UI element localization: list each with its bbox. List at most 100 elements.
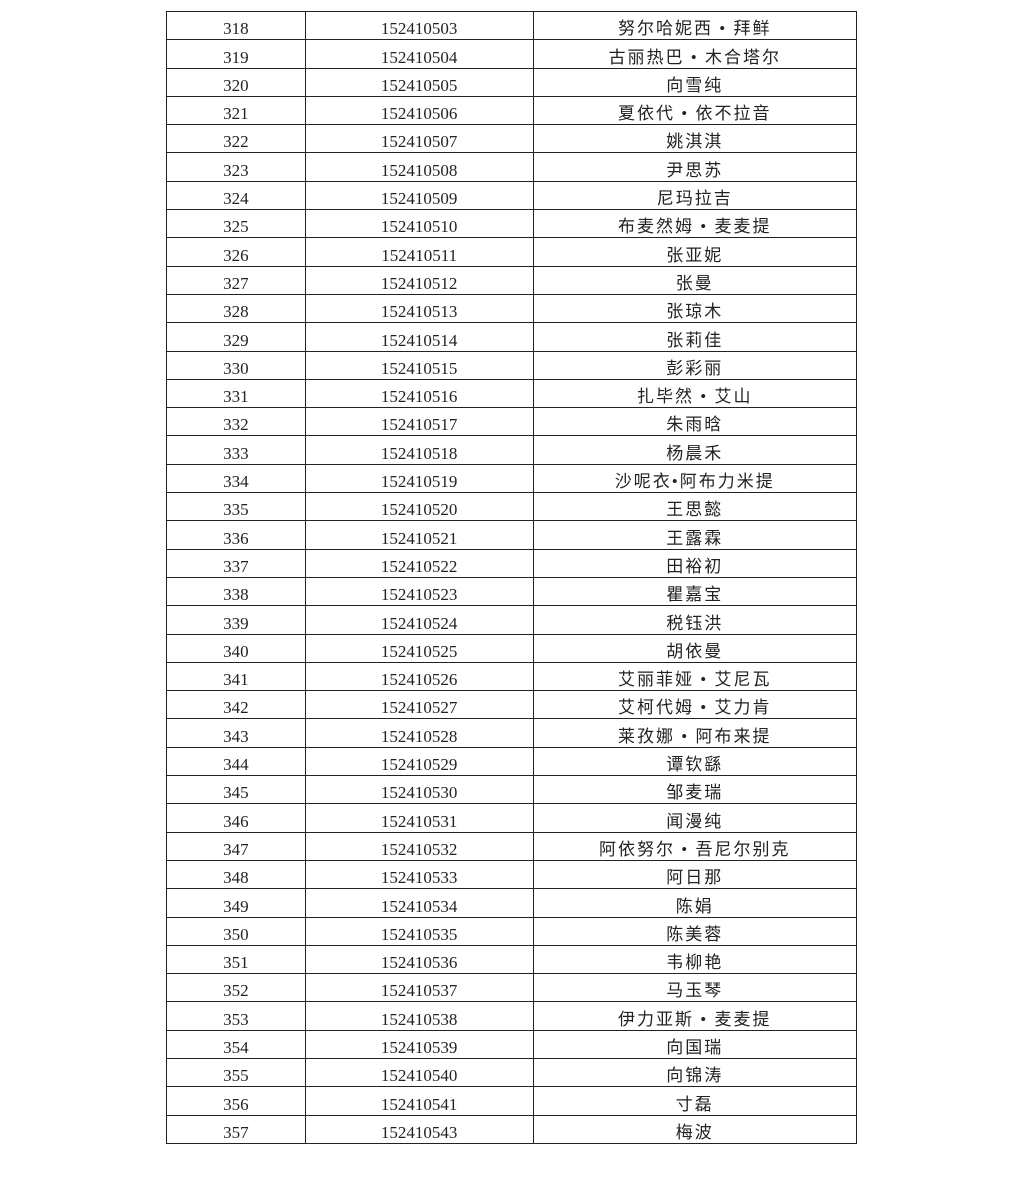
- student-id-cell: 152410531: [304, 803, 534, 833]
- student-name-cell: 张曼: [532, 265, 858, 295]
- table-row: 354 152410539 向国瑞: [166, 1029, 858, 1059]
- student-id-cell: 152410526: [304, 661, 534, 692]
- table-body: 318 152410503 努尔哈妮西 • 拜鲜 319 152410504 古丽热巴 •…: [166, 10, 858, 1144]
- student-id-cell: 152410536: [304, 944, 534, 975]
- table-row: 340 152410525 胡依曼: [166, 633, 858, 663]
- student-id-cell: 152410521: [304, 520, 534, 550]
- table-row: 332 152410517 朱雨晗: [166, 407, 858, 437]
- student-id-cell: 152410538: [304, 1001, 534, 1031]
- student-id-cell: 152410540: [304, 1057, 534, 1088]
- student-id-cell: 152410535: [304, 916, 534, 946]
- student-name-cell: 尼玛拉吉: [532, 180, 858, 211]
- student-id-cell: 152410514: [304, 322, 534, 352]
- row-number-cell: 342: [166, 690, 306, 720]
- table-row: 338 152410523 瞿嘉宝: [166, 576, 858, 607]
- row-number-cell: 346: [166, 803, 306, 833]
- student-id-cell: 152410543: [304, 1114, 534, 1144]
- table-row: 330 152410515 彭彩丽: [166, 350, 858, 380]
- student-id-cell: 152410504: [304, 39, 534, 69]
- student-id-cell: 152410533: [304, 859, 534, 890]
- row-number-cell: 320: [166, 67, 306, 97]
- student-id-cell: 152410517: [304, 407, 534, 437]
- table-row: 349 152410534 陈娟: [166, 888, 858, 918]
- table-row: 325 152410510 布麦然姆 • 麦麦提: [166, 209, 858, 239]
- student-name-cell: 阿依努尔 • 吾尼尔别克: [532, 831, 858, 861]
- row-number-cell: 338: [166, 576, 306, 607]
- row-number-cell: 340: [166, 633, 306, 663]
- row-number-cell: 350: [166, 916, 306, 946]
- table-row: 331 152410516 扎毕然 • 艾山: [166, 378, 858, 409]
- student-id-cell: 152410528: [304, 718, 534, 748]
- student-name-cell: 谭钦繇: [532, 746, 858, 777]
- row-number-cell: 351: [166, 944, 306, 975]
- student-name-cell: 王思懿: [532, 492, 858, 522]
- table-row: 351 152410536 韦柳艳: [166, 944, 858, 975]
- student-name-cell: 布麦然姆 • 麦麦提: [532, 209, 858, 239]
- table-row: 347 152410532 阿依努尔 • 吾尼尔别克: [166, 831, 858, 861]
- row-number-cell: 324: [166, 180, 306, 211]
- table-row: 352 152410537 马玉琴: [166, 973, 858, 1003]
- table-row: 322 152410507 姚淇淇: [166, 124, 858, 154]
- table-row: 345 152410530 邹麦瑞: [166, 775, 858, 805]
- row-number-cell: 348: [166, 859, 306, 890]
- table-row: 337 152410522 田裕初: [166, 548, 858, 578]
- student-id-cell: 152410513: [304, 293, 534, 324]
- row-number-cell: 319: [166, 39, 306, 69]
- row-number-cell: 352: [166, 973, 306, 1003]
- student-name-cell: 古丽热巴 • 木合塔尔: [532, 39, 858, 69]
- student-id-cell: 152410532: [304, 831, 534, 861]
- row-number-cell: 354: [166, 1029, 306, 1059]
- student-id-cell: 152410530: [304, 775, 534, 805]
- student-id-cell: 152410510: [304, 209, 534, 239]
- row-number-cell: 323: [166, 152, 306, 182]
- student-name-cell: 向国瑞: [532, 1029, 858, 1059]
- row-number-cell: 318: [166, 10, 306, 41]
- row-number-cell: 347: [166, 831, 306, 861]
- table-row: 357 152410543 梅波: [166, 1114, 858, 1144]
- student-id-cell: 152410527: [304, 690, 534, 720]
- student-id-cell: 152410524: [304, 605, 534, 635]
- student-id-cell: 152410516: [304, 378, 534, 409]
- student-name-cell: 陈美蓉: [532, 916, 858, 946]
- row-number-cell: 353: [166, 1001, 306, 1031]
- student-name-cell: 张莉佳: [532, 322, 858, 352]
- student-id-cell: 152410518: [304, 435, 534, 465]
- student-name-cell: 陈娟: [532, 888, 858, 918]
- student-id-cell: 152410523: [304, 576, 534, 607]
- student-id-cell: 152410534: [304, 888, 534, 918]
- student-id-cell: 152410505: [304, 67, 534, 97]
- student-id-cell: 152410539: [304, 1029, 534, 1059]
- table-row: 319 152410504 古丽热巴 • 木合塔尔: [166, 39, 858, 69]
- student-id-cell: 152410515: [304, 350, 534, 380]
- row-number-cell: 330: [166, 350, 306, 380]
- table-row: 353 152410538 伊力亚斯 • 麦麦提: [166, 1001, 858, 1031]
- row-number-cell: 333: [166, 435, 306, 465]
- student-name-cell: 邹麦瑞: [532, 775, 858, 805]
- table-row: 323 152410508 尹思苏: [166, 152, 858, 182]
- table-row: 327 152410512 张曼: [166, 265, 858, 295]
- student-name-cell: 税钰洪: [532, 605, 858, 635]
- student-id-cell: 152410509: [304, 180, 534, 211]
- student-name-cell: 韦柳艳: [532, 944, 858, 975]
- row-number-cell: 349: [166, 888, 306, 918]
- student-id-cell: 152410512: [304, 265, 534, 295]
- student-table: 318 152410503 努尔哈妮西 • 拜鲜 319 152410504 古丽热巴 •…: [166, 10, 858, 1144]
- student-id-cell: 152410522: [304, 548, 534, 578]
- student-id-cell: 152410519: [304, 463, 534, 494]
- student-id-cell: 152410503: [304, 10, 534, 41]
- student-name-cell: 阿日那: [532, 859, 858, 890]
- student-name-cell: 姚淇淇: [532, 124, 858, 154]
- student-name-cell: 瞿嘉宝: [532, 576, 858, 607]
- student-name-cell: 胡依曼: [532, 633, 858, 663]
- student-name-cell: 王露霖: [532, 520, 858, 550]
- student-name-cell: 闻漫纯: [532, 803, 858, 833]
- row-number-cell: 331: [166, 378, 306, 409]
- row-number-cell: 343: [166, 718, 306, 748]
- table-row: 329 152410514 张莉佳: [166, 322, 858, 352]
- row-number-cell: 335: [166, 492, 306, 522]
- student-name-cell: 努尔哈妮西 • 拜鲜: [532, 10, 858, 41]
- table-row: 326 152410511 张亚妮: [166, 237, 858, 267]
- student-name-cell: 伊力亚斯 • 麦麦提: [532, 1001, 858, 1031]
- row-number-cell: 339: [166, 605, 306, 635]
- table-row: 355 152410540 向锦涛: [166, 1057, 858, 1088]
